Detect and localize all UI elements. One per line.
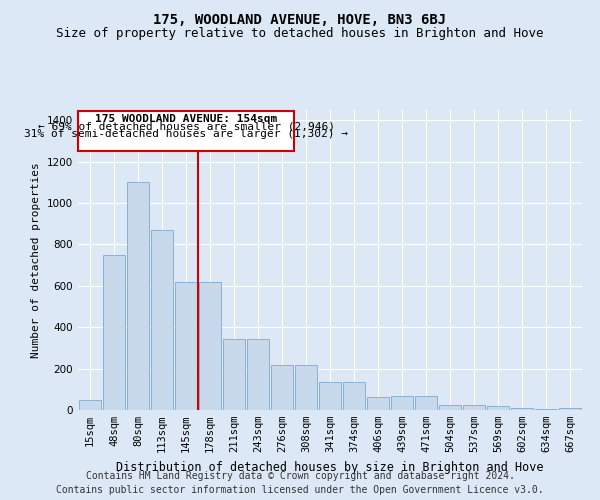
Bar xyxy=(463,405,485,410)
Bar xyxy=(367,396,389,410)
Text: 31% of semi-detached houses are larger (1,302) →: 31% of semi-detached houses are larger (… xyxy=(24,128,348,138)
Bar xyxy=(319,382,341,410)
Bar xyxy=(511,408,533,410)
Bar xyxy=(439,405,461,410)
Bar xyxy=(559,408,581,410)
Bar xyxy=(247,338,269,410)
Text: Contains HM Land Registry data © Crown copyright and database right 2024.
Contai: Contains HM Land Registry data © Crown c… xyxy=(56,471,544,495)
Bar xyxy=(151,230,173,410)
Bar xyxy=(79,111,294,152)
Bar xyxy=(79,400,101,410)
Bar xyxy=(127,182,149,410)
Text: Size of property relative to detached houses in Brighton and Hove: Size of property relative to detached ho… xyxy=(56,28,544,40)
Bar xyxy=(175,282,197,410)
Y-axis label: Number of detached properties: Number of detached properties xyxy=(31,162,41,358)
Text: 175, WOODLAND AVENUE, HOVE, BN3 6BJ: 175, WOODLAND AVENUE, HOVE, BN3 6BJ xyxy=(154,12,446,26)
Bar xyxy=(535,409,557,410)
Bar xyxy=(199,282,221,410)
Bar xyxy=(343,382,365,410)
Bar xyxy=(487,406,509,410)
Bar xyxy=(415,396,437,410)
Text: 175 WOODLAND AVENUE: 154sqm: 175 WOODLAND AVENUE: 154sqm xyxy=(95,114,277,124)
Bar xyxy=(295,365,317,410)
Bar xyxy=(271,365,293,410)
Text: ← 69% of detached houses are smaller (2,946): ← 69% of detached houses are smaller (2,… xyxy=(38,122,335,132)
Bar xyxy=(103,255,125,410)
Bar xyxy=(391,396,413,410)
Bar xyxy=(223,338,245,410)
X-axis label: Distribution of detached houses by size in Brighton and Hove: Distribution of detached houses by size … xyxy=(116,460,544,473)
